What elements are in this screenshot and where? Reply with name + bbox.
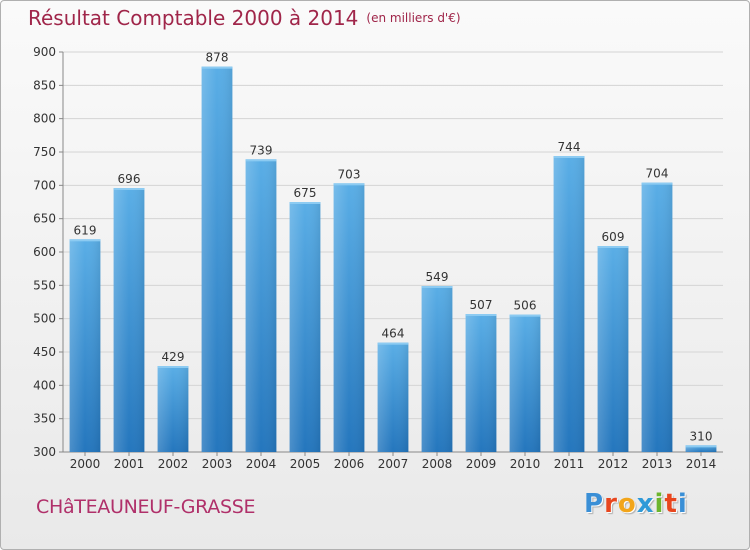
y-tick-label: 550	[33, 278, 56, 292]
bar-value-label: 744	[558, 140, 581, 154]
bar-cap	[509, 314, 541, 317]
bar-shine	[377, 342, 409, 452]
x-tick-label: 2009	[466, 457, 497, 471]
bar-value-label: 675	[294, 186, 317, 200]
x-tick-label: 2013	[642, 457, 673, 471]
bar-shine	[157, 366, 189, 452]
x-tick-label: 2010	[510, 457, 541, 471]
bar-value-label: 704	[646, 167, 669, 181]
y-tick-label: 900	[33, 45, 56, 59]
bar-cap	[201, 66, 233, 69]
bar-cap	[245, 159, 277, 162]
logo-letter: r	[604, 489, 618, 519]
bar-layer	[69, 66, 717, 453]
bar-shine	[69, 239, 101, 452]
x-tick-label: 2011	[554, 457, 585, 471]
bar-shine	[289, 202, 321, 452]
y-tick-label: 600	[33, 245, 56, 259]
x-tick-label: 2005	[290, 457, 321, 471]
bar-value-label: 739	[250, 143, 273, 157]
chart-subtitle: (en milliers d'€)	[366, 11, 461, 25]
y-tick-label: 850	[33, 78, 56, 92]
bar-value-label: 506	[514, 299, 537, 313]
bar-shine	[245, 159, 277, 453]
bar-cap	[157, 366, 189, 368]
bar-value-label: 429	[162, 350, 185, 364]
bar-shine	[465, 314, 497, 452]
bar-value-label: 549	[426, 270, 449, 284]
x-tick-label: 2014	[686, 457, 717, 471]
x-tick-label: 2003	[202, 457, 233, 471]
y-tick-label: 650	[33, 212, 56, 226]
bar-cap	[641, 182, 673, 185]
logo-letter: t	[664, 489, 678, 519]
logo-letter: x	[636, 489, 655, 519]
bar-value-label: 464	[382, 327, 405, 341]
x-tick-label: 2001	[114, 457, 145, 471]
bar-value-label: 310	[690, 429, 713, 443]
y-tick-label: 700	[33, 178, 56, 192]
bar-cap	[597, 246, 629, 248]
bar-cap	[421, 286, 453, 288]
bar-value-label: 696	[118, 172, 141, 186]
bar-shine	[597, 246, 629, 452]
x-tick-label: 2012	[598, 457, 629, 471]
y-tick-label: 500	[33, 312, 56, 326]
x-tick-label: 2000	[70, 457, 101, 471]
bar-value-label: 609	[602, 230, 625, 244]
axis-layer: 300 350 400 450 500 550 600 650 700 750 800 850 900	[33, 45, 723, 459]
x-tick-label: 2006	[334, 457, 365, 471]
logo-letter: o	[617, 489, 637, 519]
y-tick-label: 300	[33, 445, 56, 459]
logo-letter: i	[654, 489, 665, 519]
y-tick-label: 450	[33, 345, 56, 359]
x-tick-label: 2002	[158, 457, 189, 471]
bar-shine	[641, 182, 673, 452]
bar-value-label: 619	[74, 223, 97, 237]
bar-cap	[113, 188, 145, 190]
label-layer: 619 2000 696 2001 429 2002 878 2003 739 2004 675 20…	[70, 51, 717, 471]
bar-shine	[201, 66, 233, 453]
bar-cap	[377, 342, 409, 345]
city-name: CHâTEAUNEUF-GRASSE	[36, 496, 256, 518]
bar-cap	[685, 445, 717, 448]
logo-letter: P	[584, 489, 605, 519]
bar-cap	[69, 239, 101, 242]
proxiti-logo: Proxiti	[584, 489, 688, 519]
y-tick-label: 750	[33, 145, 56, 159]
bar-cap	[465, 314, 497, 316]
chart-title: Résultat Comptable 2000 à 2014 (en millie…	[28, 6, 461, 30]
bar-cap	[289, 202, 321, 204]
bar-shine	[553, 156, 585, 452]
bar-value-label: 878	[206, 51, 229, 65]
bar-shine	[421, 286, 453, 452]
y-tick-label: 400	[33, 378, 56, 392]
bar-shine	[113, 188, 145, 452]
bar-shine	[509, 314, 541, 452]
chart-title-text: Résultat Comptable 2000 à 2014	[28, 6, 359, 30]
bar-cap	[333, 183, 365, 186]
x-tick-label: 2007	[378, 457, 409, 471]
logo-letter: i	[677, 489, 688, 519]
y-tick-label: 350	[33, 412, 56, 426]
y-tick-label: 800	[33, 112, 56, 126]
bar-shine	[685, 445, 717, 452]
bar-shine	[333, 183, 365, 453]
bar-cap	[553, 156, 585, 158]
bar-value-label: 507	[470, 298, 493, 312]
bar-value-label: 703	[338, 167, 361, 181]
x-tick-label: 2004	[246, 457, 277, 471]
x-tick-label: 2008	[422, 457, 453, 471]
